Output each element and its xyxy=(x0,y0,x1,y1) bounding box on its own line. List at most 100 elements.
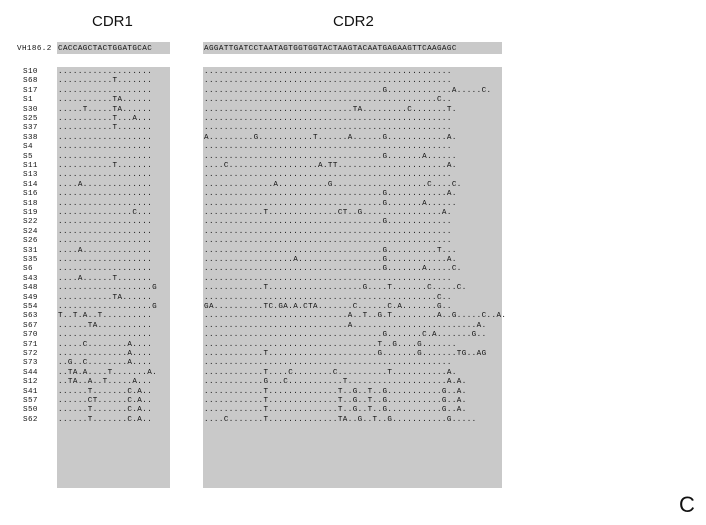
cdr2-sequence: ........................................… xyxy=(204,96,452,105)
cdr1-sequence: ...........TA...... xyxy=(58,293,153,302)
cdr1-sequence: ......T.......C.A.. xyxy=(58,415,153,424)
sequence-label: S4 xyxy=(23,143,33,152)
cdr2-title: CDR2 xyxy=(333,13,374,30)
cdr2-sequence: ....................................G...… xyxy=(204,152,457,161)
sequence-label: S22 xyxy=(23,218,38,227)
cdr2-sequence: ........................................… xyxy=(204,171,452,180)
sequence-label: S68 xyxy=(23,77,38,86)
sequence-label: S50 xyxy=(23,406,38,415)
sequence-label: S6 xyxy=(23,265,33,274)
cdr2-sequence: GA..........TC.GA.A.CTA.......C......C.A… xyxy=(204,303,452,311)
sequence-label: S10 xyxy=(23,68,38,76)
cdr1-sequence: .....T.....TA...... xyxy=(58,105,153,114)
cdr1-sequence: .....C........A.... xyxy=(58,340,153,349)
cdr2-sequence: ....................................G...… xyxy=(204,218,452,227)
sequence-label: S38 xyxy=(23,133,38,142)
cdr1-sequence: ................... xyxy=(58,143,153,152)
cdr1-sequence: ................... xyxy=(58,199,153,208)
sequence-label: S5 xyxy=(23,152,33,161)
sequence-label: S26 xyxy=(23,237,38,246)
cdr1-sequence: ................... xyxy=(58,86,153,95)
sequence-label: S54 xyxy=(23,303,38,311)
cdr2-sequence: ........................................… xyxy=(204,77,452,86)
cdr1-sequence: ......T.......C.A.. xyxy=(58,406,153,415)
reference-cdr1-bg xyxy=(57,42,170,54)
cdr1-sequence: ......T.......C.A.. xyxy=(58,387,153,396)
sequence-label: S14 xyxy=(23,180,38,189)
sequence-label: S11 xyxy=(23,162,38,170)
cdr2-sequence: ............T...................G....T..… xyxy=(204,284,467,293)
sequence-label: S72 xyxy=(23,350,38,358)
cdr2-sequence: ....................................G...… xyxy=(204,86,492,95)
cdr1-sequence: ................... xyxy=(58,331,153,340)
cdr2-sequence: ........................................… xyxy=(204,293,452,302)
cdr1-sequence: ................... xyxy=(58,218,153,227)
sequence-label: S17 xyxy=(23,86,38,95)
sequence-label: S70 xyxy=(23,331,38,340)
cdr1-sequence: ................... xyxy=(58,171,153,180)
cdr1-sequence: ...........T....... xyxy=(58,77,153,86)
cdr1-sequence: ...........T....... xyxy=(58,162,153,170)
sequence-label: S16 xyxy=(23,190,38,199)
sequence-label: S41 xyxy=(23,387,38,396)
cdr2-sequence: .............................A..T..G.T..… xyxy=(204,312,507,321)
cdr1-sequence: ................... xyxy=(58,190,153,199)
cdr2-sequence: ............T..............T..G..T..G...… xyxy=(204,397,467,405)
reference-name: VH186.2 xyxy=(17,45,52,53)
sequence-label: S57 xyxy=(23,397,38,405)
cdr2-sequence: ............G...C...........T...........… xyxy=(204,378,467,387)
panel-label: C xyxy=(679,492,695,517)
cdr2-sequence: ....................................G...… xyxy=(204,265,462,274)
cdr1-sequence: ..TA..A..T.....A... xyxy=(58,378,153,387)
cdr2-sequence: ...................................T..G.… xyxy=(204,340,457,349)
cdr1-sequence: ................... xyxy=(58,133,153,142)
cdr2-sequence: ........................................… xyxy=(204,227,452,236)
cdr1-sequence: ....A.............. xyxy=(58,246,153,255)
cdr1-sequence: T..T.A..T.......... xyxy=(58,312,153,321)
cdr1-sequence: ..TA.A....T.......A. xyxy=(58,368,158,377)
sequence-label: S30 xyxy=(23,105,38,114)
sequence-label: S31 xyxy=(23,246,38,255)
cdr2-sequence: ........................................… xyxy=(204,115,452,123)
sequence-label: S67 xyxy=(23,321,38,330)
cdr2-sequence: ..................A.................G...… xyxy=(204,256,457,264)
cdr2-sequence: ........................................… xyxy=(204,143,452,152)
cdr2-sequence: .............................A..........… xyxy=(204,321,487,330)
cdr1-sequence: ......TA........... xyxy=(58,321,153,330)
cdr2-sequence: ....................................G...… xyxy=(204,246,457,255)
sequence-label: S44 xyxy=(23,368,38,377)
cdr1-sequence: ................... xyxy=(58,256,153,264)
sequence-label: S63 xyxy=(23,312,38,321)
reference-cdr2-bg xyxy=(203,42,502,54)
cdr2-sequence: ..............................TA........… xyxy=(204,105,457,114)
reference-cdr1-sequence: CACCAGCTACTGGATGCAC xyxy=(58,45,153,53)
sequence-label: S18 xyxy=(23,199,38,208)
sequence-label: S25 xyxy=(23,115,38,123)
sequence-label: S35 xyxy=(23,256,38,264)
cdr1-sequence: ................... xyxy=(58,237,153,246)
cdr2-sequence: ........................................… xyxy=(204,274,452,283)
cdr1-sequence: ...........T...A... xyxy=(58,115,153,123)
cdr2-sequence: ..............A..........G..............… xyxy=(204,180,462,189)
cdr2-sequence: ............T....C........C..........T..… xyxy=(204,368,457,377)
cdr2-sequence: ....C.......T..............TA..G..T..G..… xyxy=(204,415,477,424)
cdr2-sequence: ............T..............CT..G........… xyxy=(204,209,452,217)
cdr2-sequence: ....................................G...… xyxy=(204,331,487,340)
sequence-label: S19 xyxy=(23,209,38,217)
cdr2-sequence: ....................................G...… xyxy=(204,190,457,199)
cdr2-alignment-block xyxy=(203,67,502,488)
cdr1-sequence: ..............A.... xyxy=(58,350,153,358)
cdr2-sequence: A.........G...........T......A......G...… xyxy=(204,133,457,142)
sequence-label: S1 xyxy=(23,96,33,105)
sequence-label: S13 xyxy=(23,171,38,180)
cdr1-sequence: ................... xyxy=(58,68,153,76)
cdr1-sequence: ......CT......C.A.. xyxy=(58,397,153,405)
cdr1-sequence: ....A.............. xyxy=(58,180,153,189)
cdr1-sequence: ................... xyxy=(58,227,153,236)
cdr1-sequence: ................... xyxy=(58,265,153,274)
cdr1-sequence: ....A......T....... xyxy=(58,274,153,283)
sequence-label: S12 xyxy=(23,378,38,387)
sequence-label: S48 xyxy=(23,284,38,293)
sequence-label: S24 xyxy=(23,227,38,236)
cdr1-sequence: ................... xyxy=(58,152,153,161)
